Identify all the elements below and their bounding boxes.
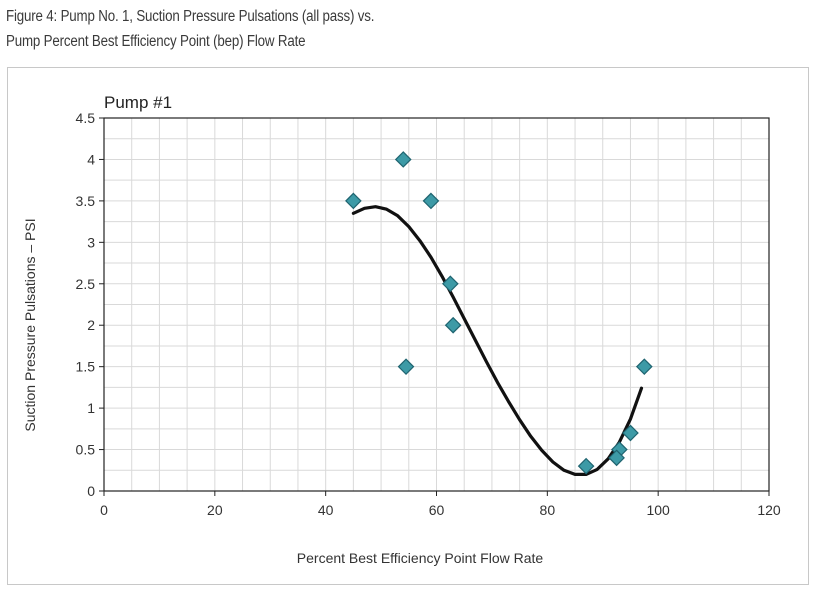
y-axis-title: Suction Pressure Pulsations – PSI xyxy=(22,218,38,431)
y-tick-label: 1.5 xyxy=(76,359,96,375)
y-tick-label: 3 xyxy=(87,234,95,250)
axis-ticks: 0 20 40 60 80 100 120 0 0.5 1 1.5 2 2.5 3 3.5 4 4.5 xyxy=(76,110,781,518)
figure-caption-line-2: Pump Percent Best Efficiency Point (bep)… xyxy=(6,33,306,50)
x-tick-label: 40 xyxy=(318,502,334,518)
x-tick-label: 80 xyxy=(540,502,556,518)
y-tick-label: 1 xyxy=(87,400,95,416)
data-point xyxy=(442,275,459,293)
y-tick-label: 4.5 xyxy=(76,110,96,126)
y-tick-label: 2.5 xyxy=(76,276,96,292)
figure-caption-line-1: Figure 4: Pump No. 1, Suction Pressure P… xyxy=(6,8,375,25)
x-tick-label: 100 xyxy=(646,502,670,518)
data-point xyxy=(394,151,412,168)
y-tick-label: 2 xyxy=(87,317,95,333)
data-point xyxy=(345,192,362,210)
data-point xyxy=(444,316,462,334)
data-point xyxy=(422,192,440,210)
y-tick-label: 0 xyxy=(87,483,95,499)
x-axis-title: Percent Best Efficiency Point Flow Rate xyxy=(297,550,544,566)
chart-frame: 0 20 40 60 80 100 120 0 0.5 1 1.5 2 2.5 3 3.5 4 4.5 Pump… xyxy=(7,67,809,585)
x-tick-label: 60 xyxy=(429,502,445,518)
grid xyxy=(104,118,769,491)
data-point xyxy=(397,358,415,376)
data-points xyxy=(345,151,653,475)
data-point xyxy=(577,457,595,475)
data-point xyxy=(622,424,639,442)
trendline xyxy=(351,205,644,476)
data-point xyxy=(635,358,653,376)
x-tick-label: 120 xyxy=(757,502,781,518)
y-tick-label: 4 xyxy=(87,151,95,167)
x-tick-label: 20 xyxy=(207,502,223,518)
chart-title: Pump #1 xyxy=(104,93,172,112)
x-tick-label: 0 xyxy=(100,502,108,518)
figure-caption: Figure 4: Pump No. 1, Suction Pressure P… xyxy=(6,4,374,54)
scatter-chart: 0 20 40 60 80 100 120 0 0.5 1 1.5 2 2.5 3 3.5 4 4.5 Pump… xyxy=(22,93,781,566)
data-point xyxy=(608,449,625,467)
y-tick-label: 0.5 xyxy=(76,442,96,458)
y-tick-label: 3.5 xyxy=(76,193,96,209)
